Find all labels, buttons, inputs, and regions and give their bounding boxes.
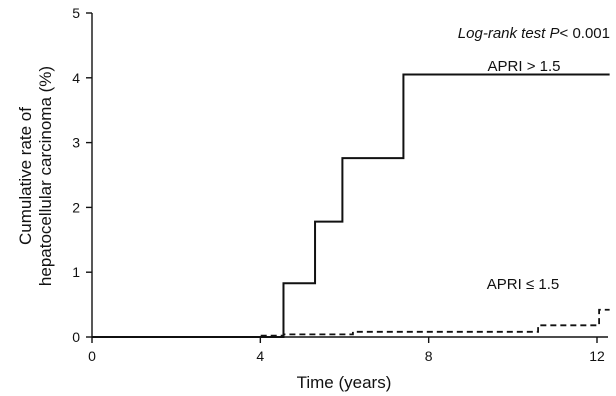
series-label-apri-low: APRI ≤ 1.5 <box>487 276 559 293</box>
y-axis-title-line1: Cumulative rate of <box>16 107 35 245</box>
x-tick-label: 4 <box>256 348 264 364</box>
x-tick-label: 0 <box>88 348 96 364</box>
logrank-annotation: Log-rank test P< 0.001 <box>458 25 610 42</box>
annotation-suffix: < 0.001 <box>560 25 610 42</box>
x-tick-label: 8 <box>425 348 433 364</box>
y-tick-label: 2 <box>72 199 80 215</box>
series-label-apri-high: APRI > 1.5 <box>488 58 561 75</box>
y-tick-label: 3 <box>72 135 80 151</box>
curves <box>92 73 610 338</box>
annotation-p: P <box>550 25 560 42</box>
y-tick-label: 1 <box>72 264 80 280</box>
y-tick-label: 0 <box>72 329 80 345</box>
y-tick-label: 5 <box>72 5 80 21</box>
series-line-apri-low <box>92 308 610 338</box>
series-line-apri-high <box>92 73 610 338</box>
annotation-prefix: Log-rank test <box>458 25 550 42</box>
y-axis-title-line2: hepatocellular carcinoma (%) <box>36 66 55 286</box>
y-tick-label: 4 <box>72 70 80 86</box>
x-axis-title: Time (years) <box>297 373 392 392</box>
x-tick-label: 12 <box>589 348 605 364</box>
